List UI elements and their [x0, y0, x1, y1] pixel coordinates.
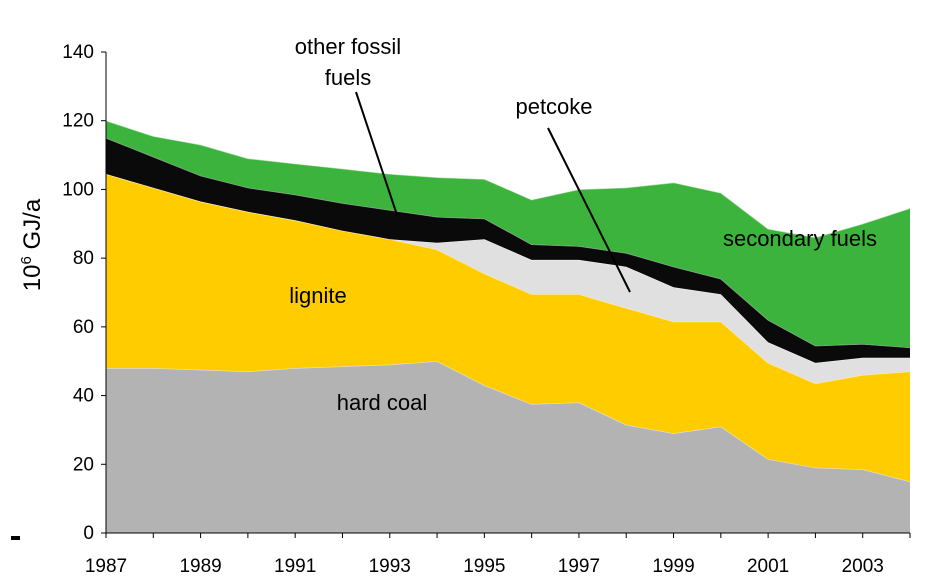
- y-axis-label-exp: 6: [18, 256, 35, 264]
- x-tick-label: 1987: [85, 556, 127, 577]
- y-tick-label: 40: [73, 386, 94, 407]
- y-tick-label: 140: [62, 42, 94, 63]
- stacked-areas: [105, 120, 911, 533]
- y-tick-label: 100: [62, 179, 94, 200]
- annotation-petcoke: petcoke: [515, 94, 592, 119]
- y-tick-label: 80: [73, 248, 94, 269]
- axes: [105, 52, 910, 534]
- annotation-other-fossil-pointer: [355, 91, 398, 216]
- annotation-secondary-fuels: secondary fuels: [723, 226, 877, 251]
- annotation-lignite: lignite: [289, 283, 346, 308]
- x-tick-label: 1993: [369, 556, 411, 577]
- x-tick-label: 1999: [652, 556, 694, 577]
- x-tick-label: 1997: [558, 556, 600, 577]
- x-tick-label: 2001: [747, 556, 789, 577]
- x-tick-label: 1989: [179, 556, 221, 577]
- annotation-petcoke-pointer: [547, 127, 631, 293]
- area-lignite: [106, 174, 910, 482]
- annotations: other fossil fuels petcoke secondary fue…: [289, 34, 877, 415]
- area-edge-secondary: [105, 120, 911, 239]
- y-axis-label: 106 GJ/a: [18, 198, 46, 291]
- y-axis-label-unit: GJ/a: [19, 198, 46, 256]
- x-ticks: 1987 1989 1991 1993 1995 1997 1999 2001 2003: [85, 533, 911, 577]
- area-petcoke: [106, 174, 910, 384]
- annotation-other-fossil-line1: other fossil: [295, 34, 401, 59]
- y-ticks: 0 20 40 60 80 100 120 140: [62, 42, 106, 544]
- y-tick-label: 20: [73, 454, 94, 475]
- area-secondary: [106, 120, 910, 348]
- y-tick-label: 120: [62, 111, 94, 132]
- area-hard-coal: [106, 361, 910, 533]
- corner-mark: [11, 536, 20, 540]
- y-tick-label: 60: [73, 317, 94, 338]
- annotation-hard-coal: hard coal: [337, 390, 428, 415]
- x-tick-label: 1995: [463, 556, 505, 577]
- y-tick-label: 0: [83, 523, 94, 544]
- annotation-other-fossil-line2: fuels: [325, 65, 371, 90]
- y-axis-label-base: 10: [19, 265, 46, 292]
- x-tick-label: 2003: [842, 556, 884, 577]
- x-tick-label: 1991: [274, 556, 316, 577]
